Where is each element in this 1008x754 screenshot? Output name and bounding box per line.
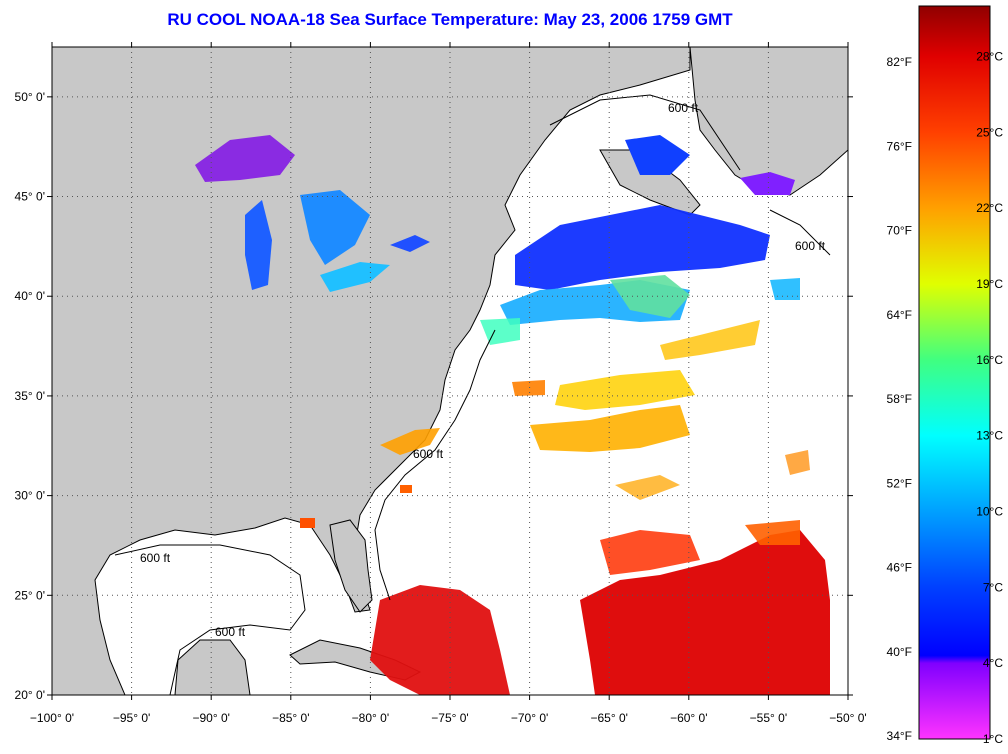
lon-tick-label: −75° 0' [431,711,468,725]
grid-lines [52,47,848,695]
map-title: RU COOL NOAA-18 Sea Surface Temperature:… [167,10,733,29]
lon-tick-label: −100° 0' [30,711,74,725]
contour-label-hatteras: 600 ft [413,447,444,461]
lon-tick-label: −90° 0' [192,711,229,725]
lat-tick-label: 40° 0' [15,289,45,303]
lat-tick-label: 20° 0' [15,688,45,702]
lat-tick-label: 35° 0' [15,389,45,403]
lon-tick-label: −85° 0' [272,711,309,725]
sst-caribbean [370,520,830,695]
lon-tick-label: −55° 0' [750,711,787,725]
sst-gulf-of-maine [480,135,800,345]
lat-tick-label: 45° 0' [15,190,45,204]
longitude-labels: −100° 0' −95° 0' −90° 0' −85° 0' −80° 0' −75°… [30,711,867,725]
axis-ticks [47,42,853,700]
lon-tick-label: −70° 0' [511,711,548,725]
lat-tick-label: 50° 0' [15,90,45,104]
sst-gulf-stream [300,320,810,528]
lon-tick-label: −65° 0' [590,711,627,725]
land-florida [329,519,373,613]
great-lakes-sst [195,135,430,292]
lon-tick-label: −60° 0' [670,711,707,725]
contour-label-laurentian: 600 ft [668,101,699,115]
lat-tick-label: 25° 0' [15,588,45,602]
contour-label-grand-banks: 600 ft [795,239,826,253]
lat-tick-label: 30° 0' [15,489,45,503]
contour-label-gulf: 600 ft [140,551,171,565]
lon-tick-label: −50° 0' [829,711,866,725]
lon-tick-label: −95° 0' [113,711,150,725]
lon-tick-label: −80° 0' [352,711,389,725]
depth-contours [114,94,831,695]
latitude-labels: 20° 0' 25° 0' 30° 0' 35° 0' 40° 0' 45° 0' 50° … [15,90,45,702]
contour-label-gulf-south: 600 ft [215,625,246,639]
